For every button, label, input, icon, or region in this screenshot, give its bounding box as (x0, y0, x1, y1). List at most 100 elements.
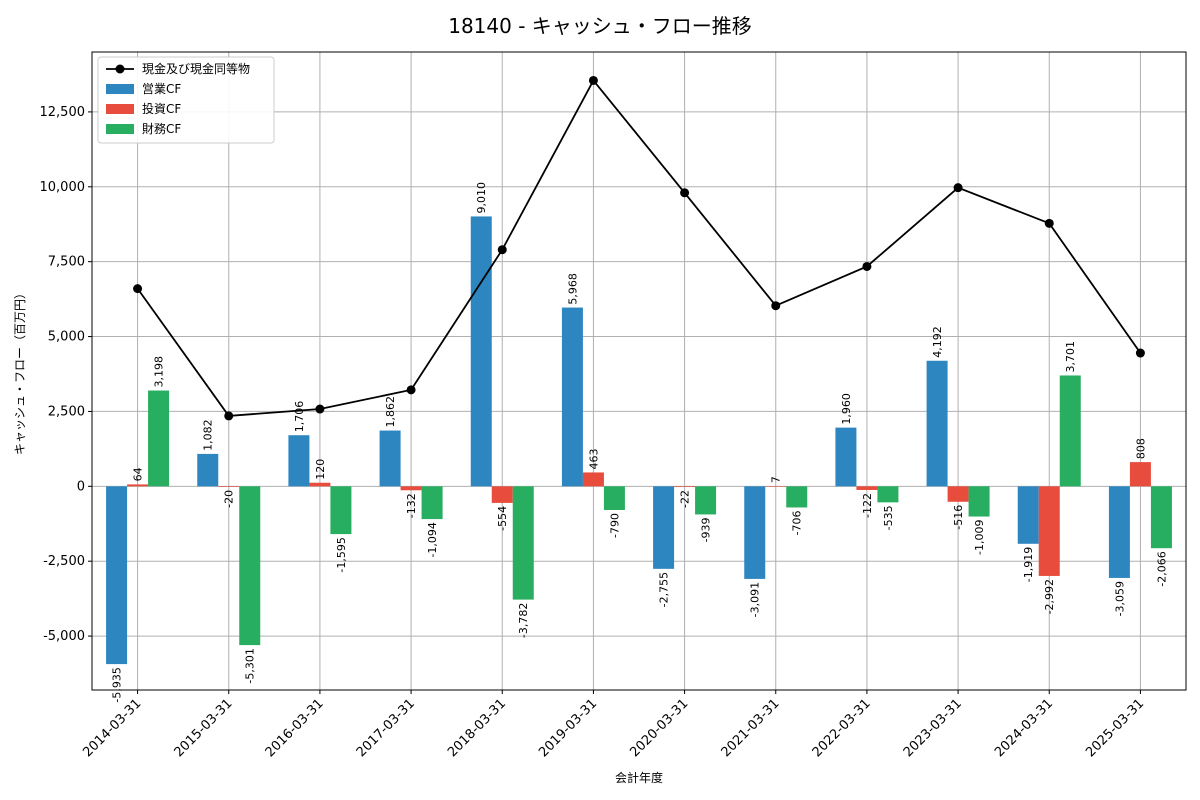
bar-data-label: -3,782 (517, 603, 530, 638)
cash-point (315, 404, 325, 414)
bar-2 (309, 482, 331, 487)
legend-bar-swatch (106, 104, 134, 114)
legend-bar-swatch (106, 84, 134, 94)
bar-data-label: -132 (405, 493, 418, 518)
bar-data-label: -1,094 (426, 522, 439, 557)
bar-data-label: 1,706 (293, 401, 306, 433)
bar-3 (148, 390, 170, 487)
cash-point (224, 411, 234, 421)
bar-data-label: 9,010 (475, 182, 488, 214)
bar-3 (603, 486, 625, 510)
plot-area (92, 52, 1186, 690)
x-tick-label: 2022-03-31 (810, 696, 874, 760)
bar-1 (1017, 486, 1039, 544)
x-tick-label: 2025-03-31 (1083, 696, 1147, 760)
bar-data-label: 463 (587, 448, 600, 469)
cash-point (862, 261, 872, 271)
bar-data-label: -554 (496, 506, 509, 531)
bar-data-label: -2,755 (658, 572, 671, 607)
bar-data-label: -1,919 (1022, 547, 1035, 582)
cash-point (771, 301, 781, 311)
bar-2 (1038, 486, 1060, 576)
bar-data-label: -1,595 (335, 537, 348, 572)
y-tick-label: 0 (77, 479, 85, 494)
bar-data-label: -3,091 (749, 582, 762, 617)
bar-1 (1108, 486, 1130, 578)
legend-entry: 財務CF (142, 121, 181, 136)
y-tick-label: 2,500 (48, 404, 85, 419)
bar-data-label: 120 (314, 459, 327, 480)
bar-data-label: -20 (223, 490, 236, 508)
bar-3 (877, 486, 899, 503)
bar-data-label: 4,192 (931, 326, 944, 358)
bar-data-label: -790 (608, 513, 621, 538)
bar-data-label: -3,059 (1113, 581, 1126, 616)
y-tick-label: 10,000 (40, 180, 86, 195)
x-tick-label: 2021-03-31 (719, 696, 783, 760)
bar-data-label: -1,009 (973, 520, 986, 555)
cash-point (406, 385, 416, 395)
legend-entry: 投資CF (142, 101, 181, 116)
bar-data-label: 1,862 (384, 396, 397, 428)
bar-data-label: 1,082 (202, 419, 215, 451)
cash-point (953, 183, 963, 193)
x-tick-label: 2019-03-31 (536, 696, 600, 760)
bar-2 (127, 484, 149, 487)
y-tick-label: -2,500 (43, 554, 85, 569)
bar-data-label: -535 (882, 505, 895, 530)
bar-data-label: 64 (132, 467, 145, 481)
bar-1 (835, 427, 857, 487)
bar-data-label: 7 (770, 476, 783, 483)
cash-point (588, 75, 598, 85)
bar-2 (765, 486, 787, 487)
bar-data-label: -939 (700, 517, 713, 542)
y-axis-label: キャッシュ・フロー（百万円） (13, 287, 27, 455)
cash-point (1135, 348, 1145, 358)
x-tick-label: 2024-03-31 (992, 696, 1056, 760)
bar-1 (744, 486, 766, 579)
bar-1 (197, 453, 219, 487)
x-tick-label: 2020-03-31 (627, 696, 691, 760)
bar-2 (856, 486, 878, 490)
legend-entry: 営業CF (142, 82, 181, 96)
bar-data-label: -2,992 (1043, 579, 1056, 614)
bar-1 (379, 430, 401, 487)
bar-data-label: 5,968 (566, 273, 579, 305)
legend-line-marker (115, 64, 125, 74)
bar-2 (218, 486, 240, 487)
chart-title: 18140 - キャッシュ・フロー推移 (448, 14, 752, 38)
bar-3 (239, 486, 261, 646)
bar-3 (512, 486, 534, 600)
bar-data-label: -5,301 (244, 648, 257, 683)
y-tick-label: 12,500 (40, 105, 86, 120)
bar-2 (491, 486, 513, 503)
plot-frame (91, 51, 1187, 691)
cash-point (680, 188, 690, 198)
bar-2 (400, 486, 422, 491)
bar-data-label: 3,701 (1064, 341, 1077, 373)
bar-3 (421, 486, 443, 520)
bar-data-label: -706 (791, 510, 804, 535)
bar-2 (947, 486, 969, 502)
bar-data-label: -2,066 (1155, 551, 1168, 586)
bar-3 (968, 486, 990, 517)
x-tick-label: 2023-03-31 (901, 696, 965, 760)
bar-1 (653, 486, 675, 569)
x-tick-label: 2017-03-31 (354, 696, 418, 760)
bar-3 (1150, 486, 1172, 549)
y-tick-label: 5,000 (48, 330, 85, 345)
legend-box (97, 56, 275, 144)
x-tick-label: 2015-03-31 (172, 696, 236, 760)
y-tick-label: 7,500 (48, 255, 85, 270)
x-axis-label: 会計年度 (615, 770, 663, 785)
bar-data-label: -22 (679, 490, 692, 508)
bar-data-label: 1,960 (840, 393, 853, 425)
bar-2 (582, 472, 604, 487)
bar-1 (470, 216, 492, 487)
y-tick-label: -5,000 (43, 629, 85, 644)
bar-data-label: -516 (952, 505, 965, 530)
bar-data-label: -122 (861, 493, 874, 518)
bar-3 (1059, 375, 1081, 487)
